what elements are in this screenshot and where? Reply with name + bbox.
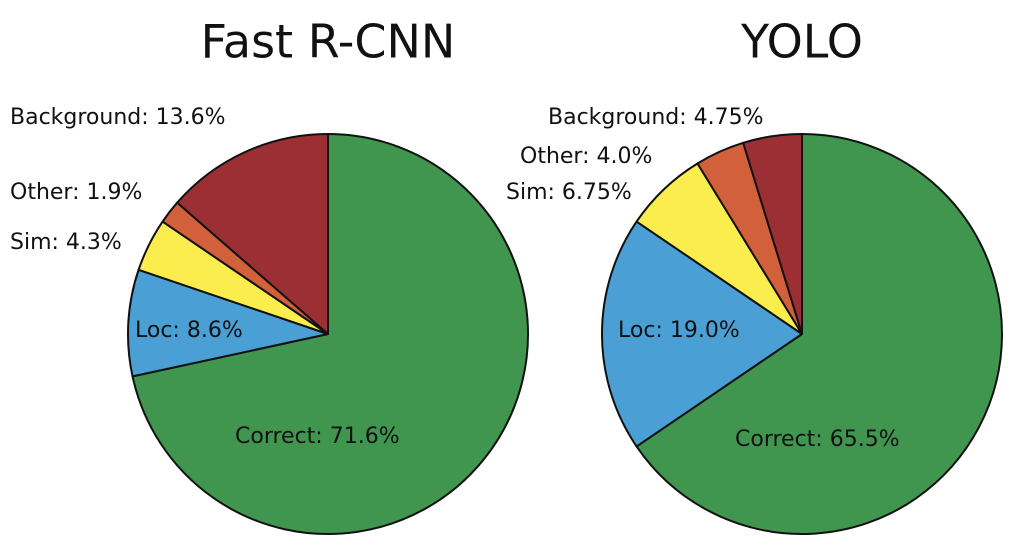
chart-title: Fast R-CNN (201, 15, 456, 69)
pie-slice (176, 133, 329, 335)
slice-label: Background: 13.6% (10, 105, 226, 130)
pie-slice (601, 220, 803, 448)
slice-label: Sim: 4.3% (10, 230, 122, 255)
pie-slice (635, 133, 1003, 535)
slice-label: Other: 4.0% (520, 144, 652, 169)
pie-slice (131, 133, 529, 535)
pie-slice (742, 133, 803, 335)
slice-label: Loc: 8.6% (135, 318, 243, 343)
pie-slice (127, 268, 329, 378)
slice-label: Sim: 6.75% (506, 180, 632, 205)
slice-label: Background: 4.75% (548, 105, 764, 130)
slice-label: Other: 1.9% (10, 180, 142, 205)
chart-title: YOLO (740, 15, 863, 69)
slice-label: Correct: 65.5% (735, 427, 900, 452)
slice-label: Loc: 19.0% (618, 318, 740, 343)
slice-label: Correct: 71.6% (235, 424, 400, 449)
